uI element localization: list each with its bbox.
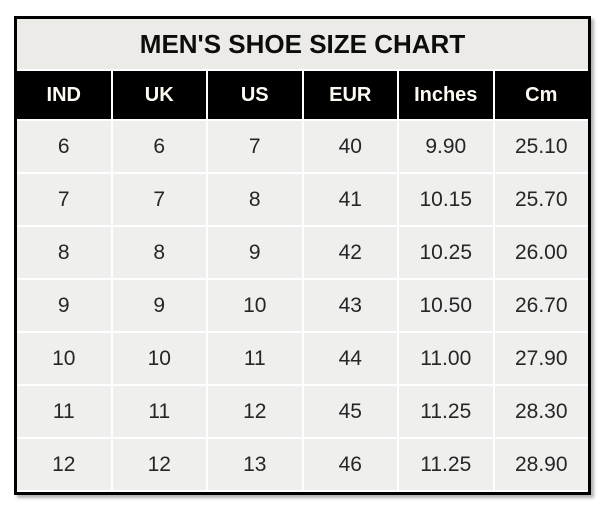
table-cell: 13 <box>208 439 302 490</box>
table-cell: 11.25 <box>399 439 493 490</box>
table-cell: 9 <box>112 280 206 331</box>
column-header: IND <box>17 71 111 119</box>
table-cell: 41 <box>303 174 397 225</box>
table-cell: 9 <box>17 280 111 331</box>
table-cell: 28.90 <box>494 439 588 490</box>
table-cell: 9.90 <box>399 121 493 172</box>
table-cell: 7 <box>112 174 206 225</box>
table-cell: 43 <box>303 280 397 331</box>
column-header: EUR <box>303 71 397 119</box>
table-cell: 26.70 <box>494 280 588 331</box>
table-cell: 10 <box>112 333 206 384</box>
table-cell: 45 <box>303 386 397 437</box>
table-cell: 7 <box>17 174 111 225</box>
table-cell: 12 <box>208 386 302 437</box>
table-cell: 44 <box>303 333 397 384</box>
table-cell: 7 <box>208 121 302 172</box>
table-cell: 27.90 <box>494 333 588 384</box>
table-cell: 42 <box>303 227 397 278</box>
table-cell: 46 <box>303 439 397 490</box>
table-cell: 8 <box>112 227 206 278</box>
table-cell: 11.00 <box>399 333 493 384</box>
column-header: US <box>208 71 302 119</box>
table-cell: 6 <box>112 121 206 172</box>
table-cell: 10.50 <box>399 280 493 331</box>
table-cell: 10.25 <box>399 227 493 278</box>
table-cell: 25.10 <box>494 121 588 172</box>
table-cell: 11 <box>208 333 302 384</box>
chart-title: MEN'S SHOE SIZE CHART <box>17 19 588 69</box>
column-header: Inches <box>399 71 493 119</box>
table-cell: 10.15 <box>399 174 493 225</box>
column-header: Cm <box>494 71 588 119</box>
table-cell: 40 <box>303 121 397 172</box>
table-cell: 28.30 <box>494 386 588 437</box>
table-cell: 11.25 <box>399 386 493 437</box>
column-header: UK <box>112 71 206 119</box>
size-chart-table: MEN'S SHOE SIZE CHART IND UK US EUR Inches Cm… <box>14 16 591 495</box>
table-cell: 12 <box>17 439 111 490</box>
table-cell: 10 <box>208 280 302 331</box>
table-cell: 6 <box>17 121 111 172</box>
table-cell: 8 <box>208 174 302 225</box>
table-cell: 12 <box>112 439 206 490</box>
table-cell: 11 <box>17 386 111 437</box>
table-grid: IND UK US EUR Inches Cm 6 6 7 40 9.90 25.10 7 7 8 41 10.… <box>17 71 588 490</box>
table-cell: 11 <box>112 386 206 437</box>
table-cell: 10 <box>17 333 111 384</box>
table-cell: 9 <box>208 227 302 278</box>
table-cell: 8 <box>17 227 111 278</box>
table-cell: 25.70 <box>494 174 588 225</box>
table-cell: 26.00 <box>494 227 588 278</box>
